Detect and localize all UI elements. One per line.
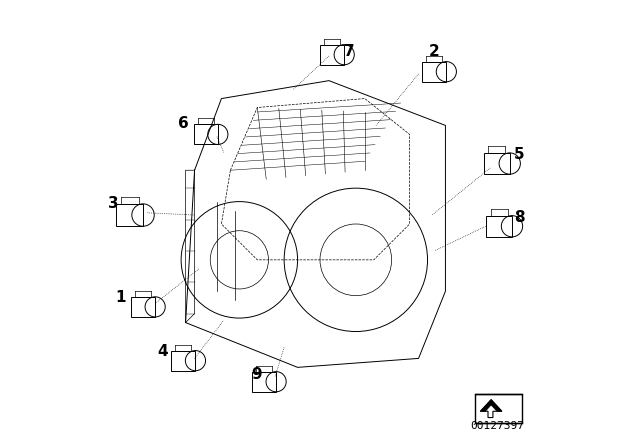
Text: 7: 7: [344, 44, 355, 59]
Bar: [131, 297, 155, 317]
Text: 3: 3: [108, 196, 118, 211]
Polygon shape: [481, 400, 502, 411]
Text: 2: 2: [429, 44, 440, 59]
Text: 6: 6: [178, 116, 189, 131]
Polygon shape: [481, 400, 502, 418]
Bar: [194, 125, 218, 145]
Bar: [475, 394, 522, 423]
Text: 4: 4: [157, 344, 168, 359]
Bar: [252, 372, 276, 392]
Bar: [172, 350, 195, 371]
Text: 1: 1: [115, 290, 126, 306]
Bar: [320, 44, 344, 65]
Text: 8: 8: [515, 210, 525, 225]
Bar: [484, 153, 509, 174]
Text: 9: 9: [251, 366, 262, 382]
Bar: [422, 61, 446, 82]
Bar: [486, 215, 512, 237]
Bar: [116, 204, 143, 226]
Text: 00127397: 00127397: [470, 422, 524, 431]
Text: 5: 5: [514, 147, 525, 162]
